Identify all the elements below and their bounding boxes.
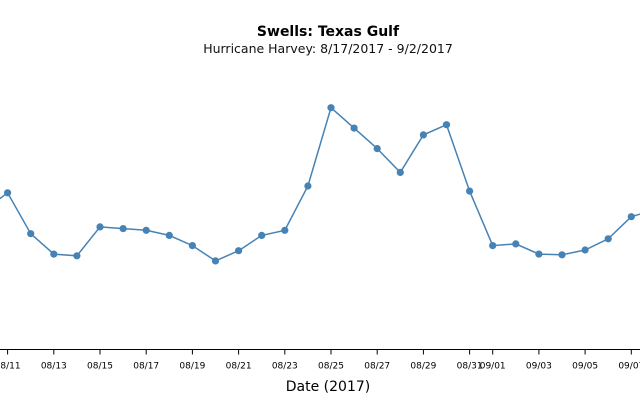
data-point[interactable] xyxy=(258,231,266,239)
data-point[interactable] xyxy=(466,187,474,195)
x-tick-label: 09/03 xyxy=(526,362,552,372)
x-tick-label: 08/15 xyxy=(87,362,113,372)
x-tick-label: 09/05 xyxy=(572,362,598,372)
x-tick-label: 08/29 xyxy=(410,362,436,372)
data-point[interactable] xyxy=(165,231,173,239)
x-axis-ticks: 08/11 08/13 08/15 08/17 08/19 08/21 08/23 08/25… xyxy=(0,349,640,372)
data-point[interactable] xyxy=(581,246,589,254)
series-line xyxy=(0,106,640,262)
x-tick-label: 09/01 xyxy=(480,362,506,372)
data-point[interactable] xyxy=(4,189,12,197)
data-point[interactable] xyxy=(27,230,35,238)
data-point[interactable] xyxy=(327,104,335,112)
data-point[interactable] xyxy=(304,182,312,190)
x-tick-label: 08/19 xyxy=(179,362,205,372)
data-point[interactable] xyxy=(489,242,497,250)
data-point[interactable] xyxy=(211,257,220,265)
x-tick-label: 08/13 xyxy=(41,362,67,372)
data-point[interactable] xyxy=(350,124,358,132)
data-point[interactable] xyxy=(235,247,243,255)
data-point[interactable] xyxy=(442,121,451,129)
data-point[interactable] xyxy=(419,131,427,139)
x-tick-label: 08/17 xyxy=(133,362,159,372)
data-point[interactable] xyxy=(627,213,635,221)
x-tick-label: 08/27 xyxy=(364,362,390,372)
x-tick-label: 09/07 xyxy=(618,362,640,372)
x-tick-label: 08/31 xyxy=(457,362,483,372)
chart-subtitle: Hurricane Harvey: 8/17/2017 - 9/2/2017 xyxy=(203,41,453,56)
data-point[interactable] xyxy=(50,250,58,258)
data-point[interactable] xyxy=(73,252,81,260)
x-axis-label: Date (2017) xyxy=(286,379,370,395)
data-point[interactable] xyxy=(188,242,196,250)
x-tick-label: 08/25 xyxy=(318,362,344,372)
data-points xyxy=(4,104,635,265)
data-point[interactable] xyxy=(281,226,289,234)
x-tick-label: 08/23 xyxy=(272,362,298,372)
data-point[interactable] xyxy=(535,250,543,258)
data-point[interactable] xyxy=(96,223,104,231)
data-point[interactable] xyxy=(512,240,520,248)
chart-title: Swells: Texas Gulf xyxy=(257,24,400,40)
data-point[interactable] xyxy=(558,251,566,259)
x-tick-label: 08/21 xyxy=(226,362,252,372)
data-point[interactable] xyxy=(373,145,381,153)
data-point[interactable] xyxy=(119,225,127,233)
data-point[interactable] xyxy=(604,235,612,243)
data-point[interactable] xyxy=(142,226,150,234)
x-tick-label: 08/11 xyxy=(0,362,21,372)
data-point[interactable] xyxy=(396,168,404,176)
